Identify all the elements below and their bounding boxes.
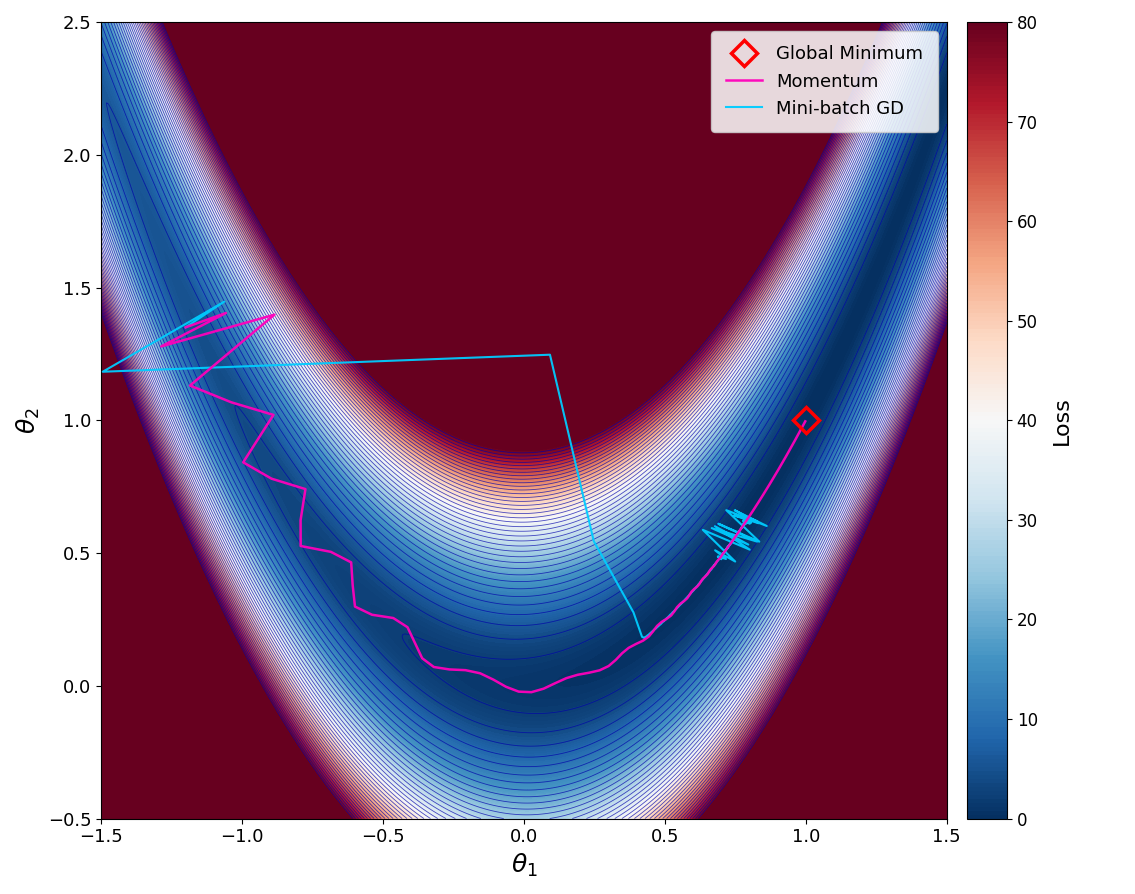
Momentum <box>780 450 793 460</box>
Mini-batch GD <box>179 322 193 333</box>
Line: Mini-batch GD: Mini-batch GD <box>103 301 767 638</box>
Momentum <box>798 417 812 427</box>
Y-axis label: $\theta_2$: $\theta_2$ <box>15 407 42 434</box>
Mini-batch GD <box>730 529 743 540</box>
Mini-batch GD <box>681 591 695 602</box>
X-axis label: $\theta_1$: $\theta_1$ <box>511 852 537 879</box>
Momentum <box>219 308 233 318</box>
Mini-batch GD <box>728 533 741 544</box>
Mini-batch GD <box>638 633 651 644</box>
Momentum <box>179 322 193 333</box>
Y-axis label: Loss: Loss <box>1052 396 1071 444</box>
Legend: Global Minimum, Momentum, Mini-batch GD: Global Minimum, Momentum, Mini-batch GD <box>712 31 938 132</box>
Momentum <box>637 636 650 646</box>
Mini-batch GD <box>715 550 729 561</box>
Momentum <box>798 418 812 429</box>
Mini-batch GD <box>217 296 230 307</box>
Mini-batch GD <box>654 619 667 629</box>
Mini-batch GD <box>732 526 746 536</box>
Momentum <box>798 416 812 426</box>
Line: Momentum: Momentum <box>161 313 805 692</box>
Mini-batch GD <box>703 565 716 576</box>
Momentum <box>753 496 766 507</box>
Momentum <box>798 417 812 427</box>
Momentum <box>524 687 538 697</box>
